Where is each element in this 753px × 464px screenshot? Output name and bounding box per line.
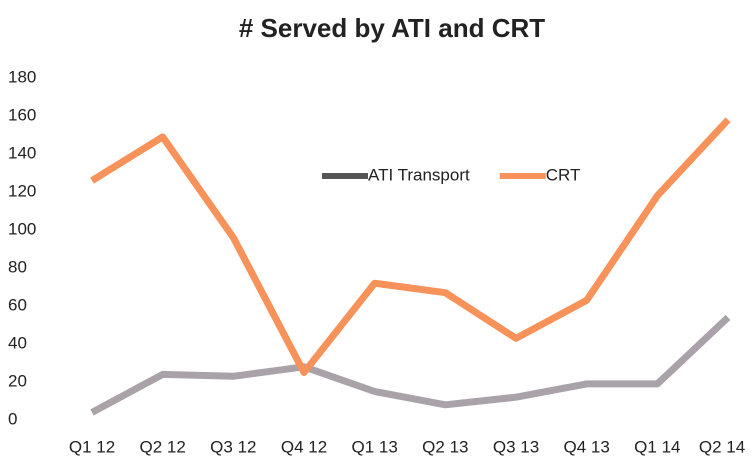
y-tick-label: 20: [8, 371, 27, 390]
y-tick-label: 180: [8, 67, 36, 86]
y-tick-label: 100: [8, 219, 36, 238]
y-tick-label: 80: [8, 257, 27, 276]
y-tick-label: 60: [8, 295, 27, 314]
x-tick-label: Q1 14: [634, 437, 680, 456]
y-tick-label: 0: [8, 409, 17, 428]
series-line: [90, 314, 731, 416]
legend-label: ATI Transport: [368, 165, 470, 184]
y-tick-label: 160: [8, 105, 36, 124]
x-tick-label: Q3 13: [493, 437, 539, 456]
x-tick-label: Q4 13: [564, 437, 610, 456]
x-tick-label: Q4 12: [281, 437, 327, 456]
y-tick-label: 140: [8, 143, 36, 162]
x-tick-label: Q2 14: [699, 437, 745, 456]
x-tick-label: Q2 12: [140, 437, 186, 456]
x-tick-label: Q3 12: [210, 437, 256, 456]
y-tick-label: 40: [8, 333, 27, 352]
x-tick-label: Q2 13: [422, 437, 468, 456]
series-line: [90, 117, 731, 376]
legend-label: CRT: [546, 165, 581, 184]
x-tick-label: Q1 13: [352, 437, 398, 456]
y-tick-label: 120: [8, 181, 36, 200]
chart-title: # Served by ATI and CRT: [239, 13, 545, 43]
x-tick-label: Q1 12: [69, 437, 115, 456]
